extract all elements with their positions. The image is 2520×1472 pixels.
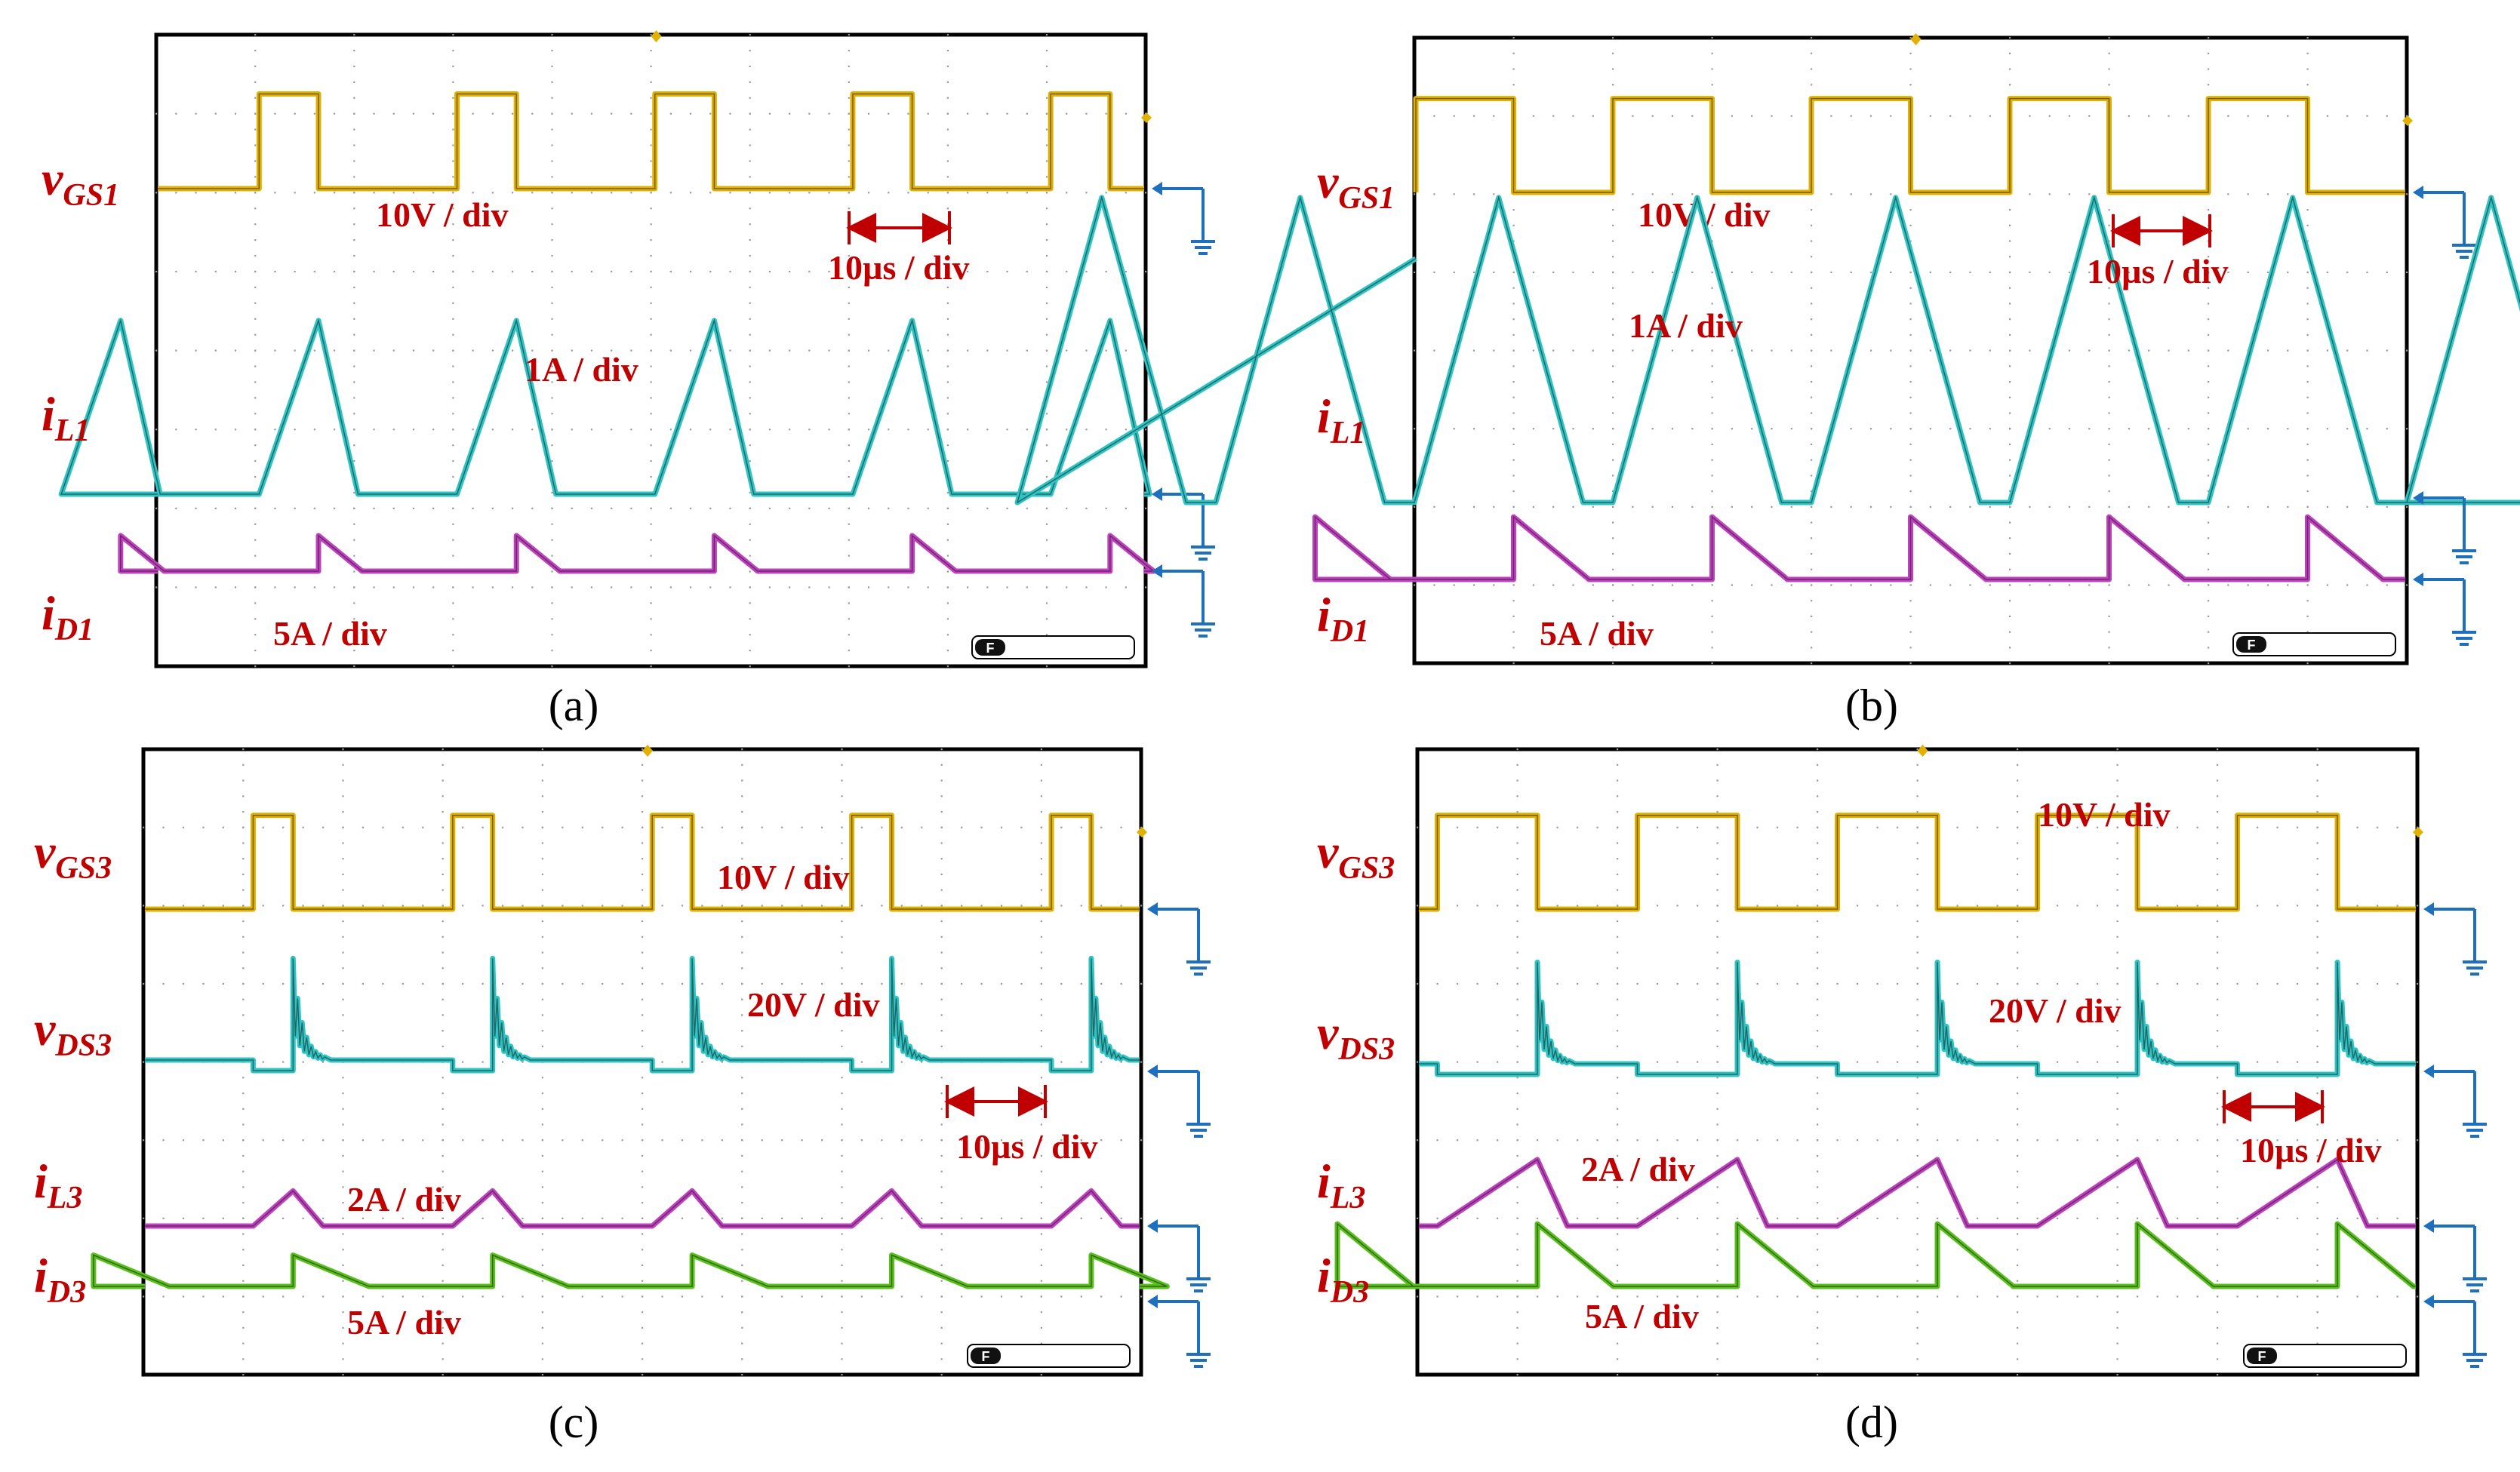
- panel-caption: (c): [549, 1397, 599, 1447]
- graticule: [155, 34, 1147, 668]
- time-scale-label: 10µs / div: [2087, 252, 2229, 290]
- trace-iD3: [1334, 1221, 2417, 1289]
- scale-vDS3: 20V / div: [747, 985, 880, 1024]
- panel-caption: (b): [1845, 681, 1898, 730]
- label-iL3: iL3: [1317, 1154, 1365, 1215]
- time-scale-label: 10µs / div: [2240, 1131, 2382, 1169]
- label-vGS3: vGS3: [34, 825, 112, 886]
- label-vGS1: vGS1: [1317, 155, 1395, 216]
- graticule: [143, 748, 1143, 1376]
- label-iD1: iD1: [1317, 588, 1369, 649]
- scale-vGS3: 10V / div: [2038, 795, 2171, 834]
- scale-iL3: 2A / div: [347, 1180, 461, 1218]
- trace-overlay: [1419, 814, 2416, 910]
- trigger-marker: [1910, 33, 1922, 45]
- trace-iL3: [145, 1188, 1140, 1229]
- trace-overlay: [1415, 97, 2405, 193]
- label-vGS3: vGS3: [1317, 825, 1395, 886]
- trace-iL3: [1419, 1157, 2416, 1229]
- label-iL1: iL1: [42, 387, 90, 448]
- label-iD3: iD3: [1317, 1249, 1369, 1310]
- label-vDS3: vDS3: [34, 1002, 112, 1063]
- svg-text:F: F: [986, 641, 995, 656]
- trace-overlay: [1419, 1158, 2416, 1227]
- label-iD3: iD3: [34, 1249, 86, 1310]
- scale-vGS1: 10V / div: [376, 195, 509, 234]
- trace-vGS3: [145, 813, 1140, 912]
- label-iL1: iL1: [1317, 389, 1365, 450]
- trace-iL1: [1014, 195, 2520, 506]
- label-iL3: iL3: [34, 1154, 82, 1215]
- scale-iD3: 5A / div: [1585, 1297, 1699, 1335]
- scale-iD1: 5A / div: [1540, 614, 1654, 653]
- label-vGS1: vGS1: [42, 152, 119, 213]
- status-box: F: [2232, 632, 2396, 656]
- svg-text:F: F: [982, 1349, 990, 1364]
- trigger-level-marker: [1137, 827, 1147, 837]
- trace-overlay: [1016, 195, 2520, 504]
- label-vDS3: vDS3: [1317, 1006, 1395, 1067]
- trace-overlay: [1314, 515, 2405, 580]
- status-box: F: [971, 635, 1135, 659]
- label-iD1: iD1: [42, 586, 94, 647]
- trace-overlay: [158, 93, 1144, 189]
- trace-overlay: [120, 534, 1155, 572]
- panel-caption: (d): [1845, 1397, 1898, 1447]
- scale-iL1: 1A / div: [525, 350, 638, 389]
- scale-vDS3: 20V / div: [1989, 991, 2122, 1030]
- time-scale-label: 10µs / div: [956, 1127, 1098, 1166]
- trace-overlay: [145, 958, 1140, 1071]
- trigger-level-marker: [2413, 827, 2423, 837]
- trigger-marker: [1917, 745, 1928, 757]
- scale-iD3: 5A / div: [347, 1303, 461, 1341]
- trigger-level-marker: [1141, 112, 1152, 123]
- status-box: F: [967, 1344, 1131, 1368]
- trace-iD1: [118, 533, 1156, 574]
- status-box: F: [2243, 1344, 2407, 1368]
- trace-overlay: [93, 1254, 1168, 1287]
- svg-text:F: F: [2258, 1349, 2266, 1364]
- trace-overlay: [145, 1190, 1140, 1227]
- trigger-level-marker: [2402, 115, 2413, 126]
- svg-text:F: F: [2248, 638, 2256, 653]
- trace-iD1: [1312, 514, 2405, 582]
- trace-vDS3: [145, 955, 1140, 1074]
- trace-iD3: [91, 1252, 1170, 1289]
- trace-overlay: [1419, 962, 2416, 1075]
- trigger-marker: [651, 30, 662, 42]
- trace-vDS3: [1419, 959, 2416, 1077]
- panel-caption: (a): [549, 681, 599, 730]
- trace-vGS1: [158, 91, 1144, 192]
- scale-iL3: 2A / div: [1581, 1150, 1695, 1188]
- trace-vGS3: [1419, 813, 2416, 912]
- trace-vGS1: [1413, 96, 2405, 195]
- trace-overlay: [1337, 1222, 2416, 1287]
- scale-iD1: 5A / div: [273, 614, 387, 653]
- time-scale-label: 10µs / div: [828, 248, 970, 287]
- scale-vGS3: 10V / div: [717, 858, 850, 896]
- trace-overlay: [145, 814, 1140, 910]
- trigger-marker: [642, 745, 653, 757]
- scale-iL1: 1A / div: [1629, 306, 1743, 345]
